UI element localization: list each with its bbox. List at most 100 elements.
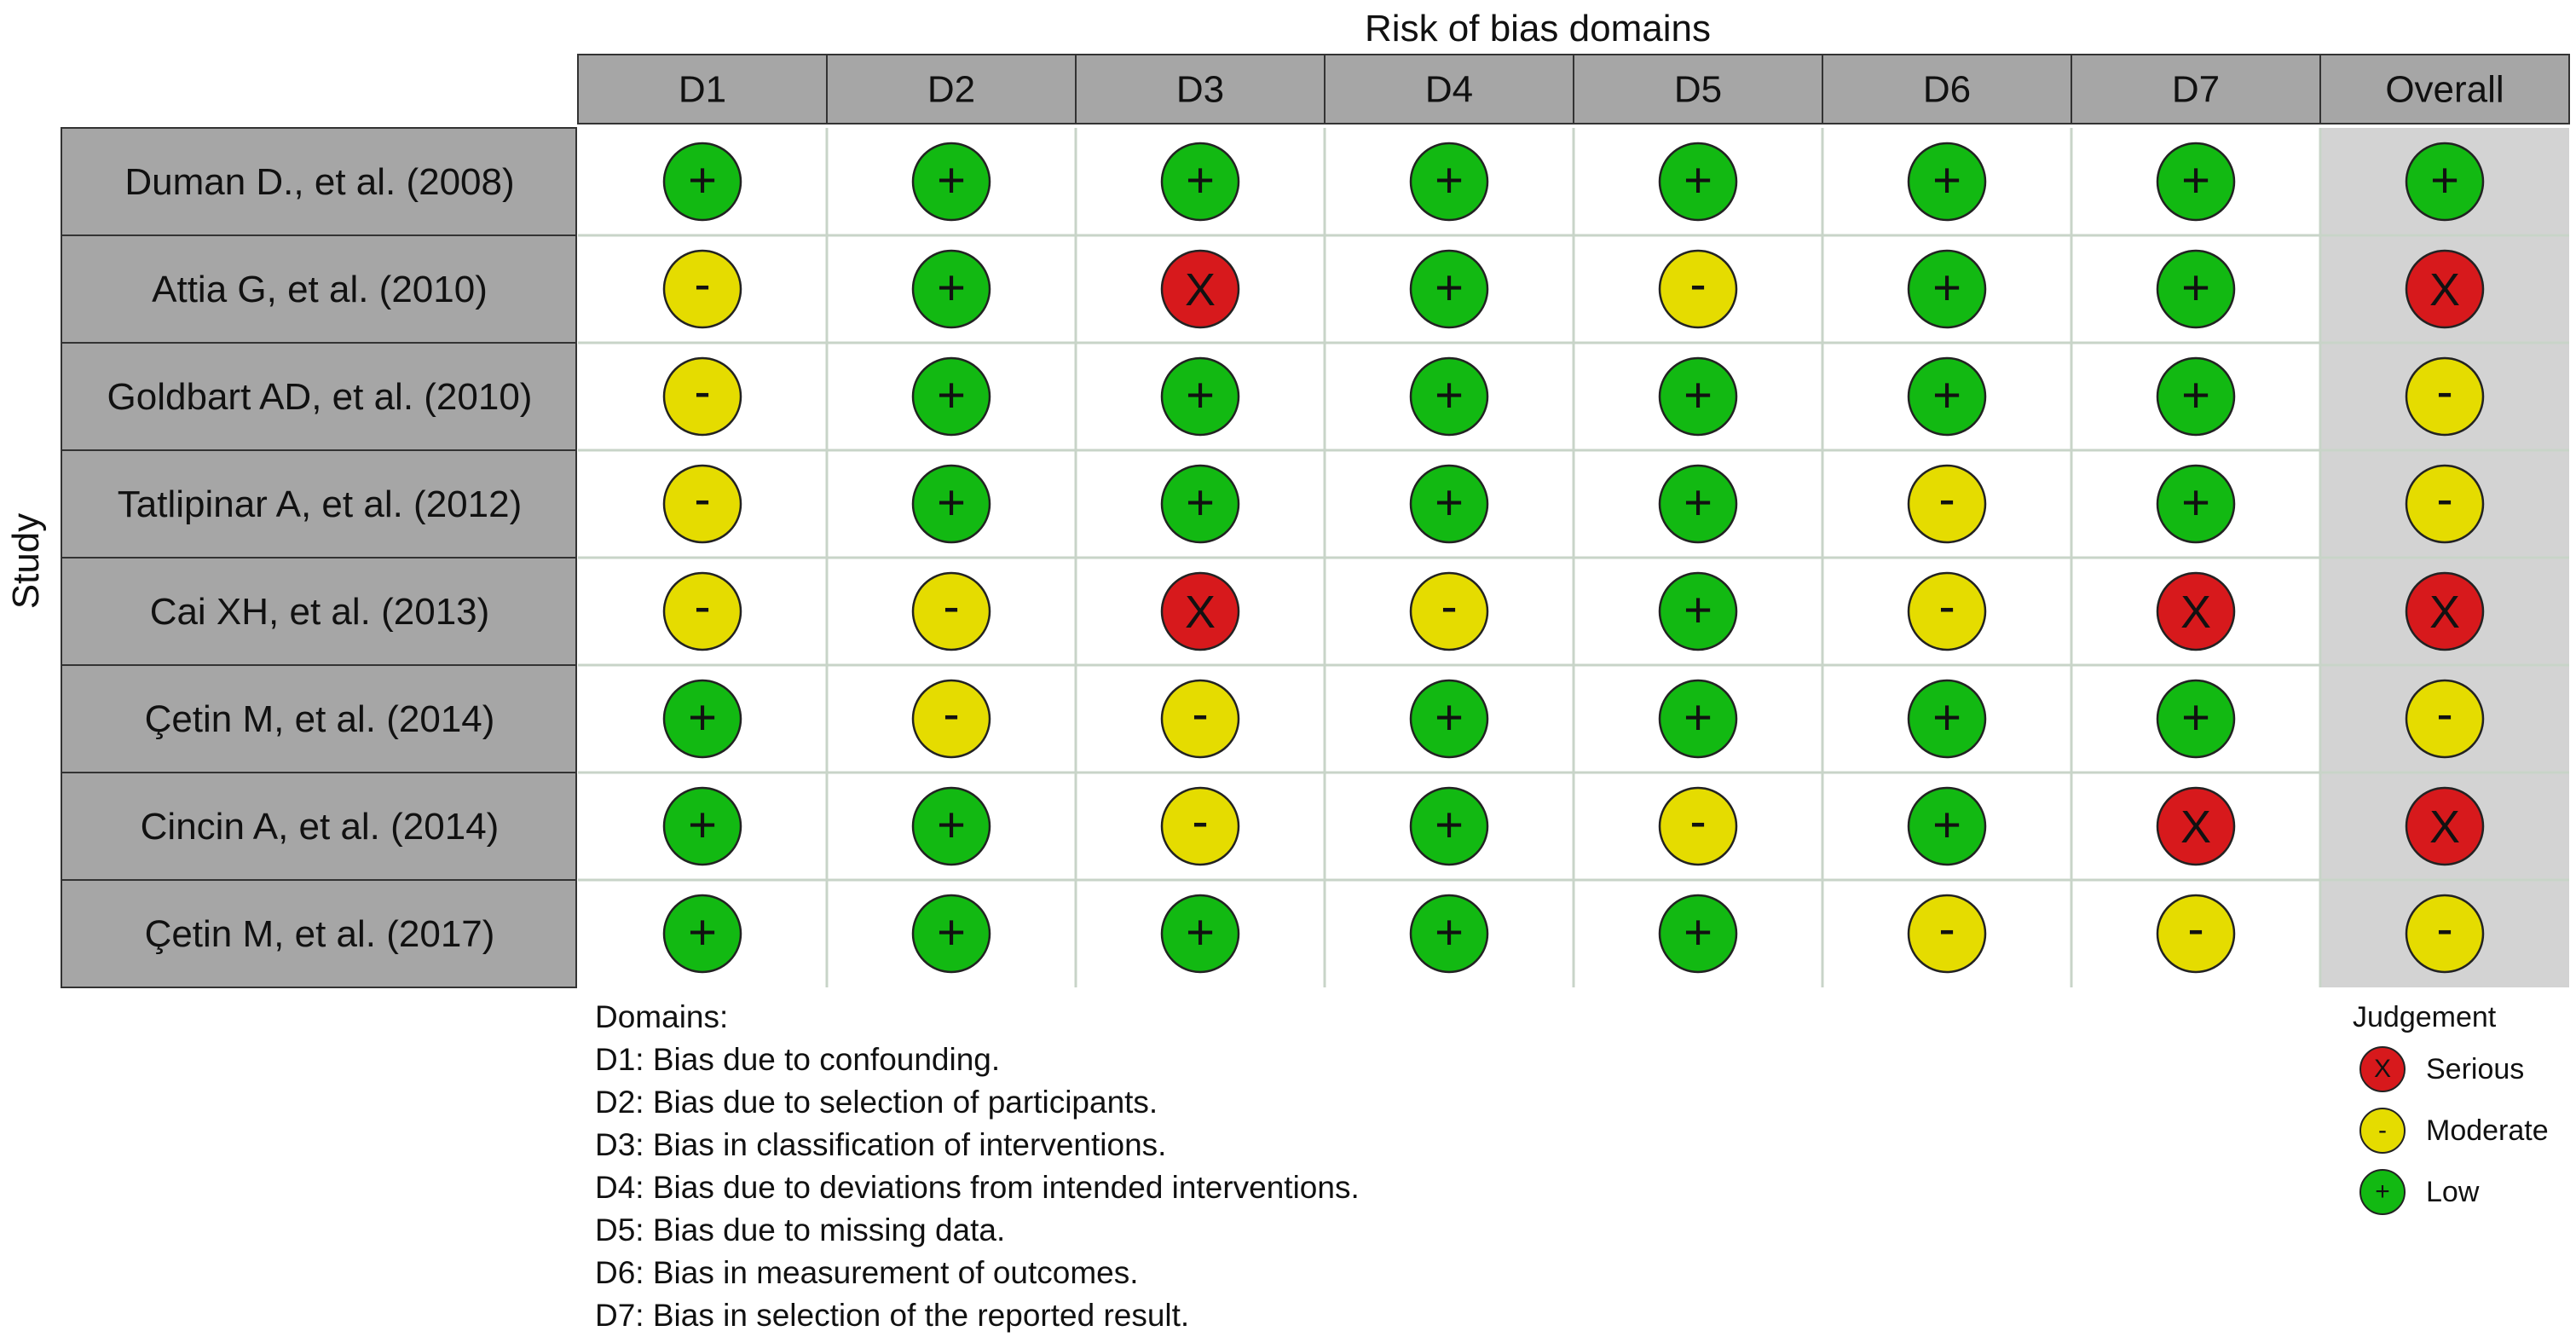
judgement-symbol: - <box>694 472 710 527</box>
judgement-symbol: + <box>937 153 966 208</box>
study-label: Cincin A, et al. (2014) <box>141 806 500 848</box>
judgement-symbol: + <box>1684 905 1713 960</box>
study-label-cell <box>61 127 577 236</box>
judgement-symbol: - <box>1938 579 1955 634</box>
study-label-cell <box>61 772 577 881</box>
judgement-legend-label: Serious <box>2426 1052 2525 1085</box>
serious-x-icon: X <box>2359 1046 2406 1092</box>
judgement-symbol: + <box>1932 368 1961 423</box>
domain-header-label: D6 <box>1923 69 1971 111</box>
judgement-symbol: + <box>1186 368 1215 423</box>
row-axis-label: Study <box>5 513 47 610</box>
judgement-moderate-marker <box>662 571 742 651</box>
judgement-symbol: - <box>1938 901 1955 957</box>
judgement-low-marker <box>1907 249 1987 329</box>
judgement-low-marker <box>2156 142 2236 222</box>
judgement-moderate-marker <box>1658 249 1738 329</box>
domain-legend-item: D4: Bias due to deviations from intended… <box>595 1170 1360 1205</box>
study-label-cell <box>61 664 577 773</box>
judgement-symbol: + <box>1435 368 1464 423</box>
judgement-symbol: - <box>943 579 959 634</box>
judgement-symbol: + <box>1435 690 1464 745</box>
judgement-moderate-marker <box>1160 786 1240 866</box>
judgement-low-marker <box>1160 142 1240 222</box>
domain-header-label: Overall <box>2385 69 2504 111</box>
judgement-low-marker <box>1907 679 1987 759</box>
judgement-symbol: + <box>1435 475 1464 530</box>
judgement-low-marker <box>1409 142 1489 222</box>
judgement-legend-label: Low <box>2426 1175 2480 1208</box>
judgement-moderate-marker <box>2156 894 2236 974</box>
study-label: Çetin M, et al. (2017) <box>145 913 495 955</box>
judgement-symbol: + <box>937 368 966 423</box>
domain-legend-item: D5: Bias due to missing data. <box>595 1213 1006 1247</box>
judgement-symbol: - <box>1689 257 1706 312</box>
judgement-moderate-marker <box>1658 786 1738 866</box>
judgement-low-marker <box>1160 356 1240 437</box>
study-label: Çetin M, et al. (2014) <box>145 698 495 740</box>
domain-legend-item: D3: Bias in classification of interventi… <box>595 1127 1167 1162</box>
judgement-low-marker <box>1409 356 1489 437</box>
judgement-low-marker <box>662 786 742 866</box>
domain-header-label: D2 <box>927 69 975 111</box>
judgement-symbol: + <box>688 690 717 745</box>
judgement-symbol: + <box>1435 153 1464 208</box>
judgement-low-marker <box>1658 679 1738 759</box>
judgement-symbol: X <box>2429 264 2460 315</box>
judgement-moderate-marker <box>662 464 742 544</box>
judgement-serious-marker <box>1160 249 1240 329</box>
domain-header-cell <box>1324 54 1574 124</box>
judgement-serious-marker <box>2405 571 2485 651</box>
judgement-low-marker <box>1658 894 1738 974</box>
judgement-low-marker <box>911 464 991 544</box>
domain-header-label: D3 <box>1176 69 1224 111</box>
judgement-symbol: - <box>1192 686 1208 742</box>
judgement-low-marker <box>662 894 742 974</box>
domain-header-label: D7 <box>2172 69 2220 111</box>
judgement-symbol: + <box>1186 905 1215 960</box>
study-label: Cai XH, et al. (2013) <box>150 591 490 633</box>
study-label-cell <box>61 449 577 559</box>
domain-legend-item: D2: Bias due to selection of participant… <box>595 1085 1158 1120</box>
judgement-serious-marker <box>2405 786 2485 866</box>
judgement-low-marker <box>2156 679 2236 759</box>
judgement-symbol: + <box>1684 475 1713 530</box>
domain-legend-item: D6: Bias in measurement of outcomes. <box>595 1255 1139 1290</box>
study-label: Tatlipinar A, et al. (2012) <box>118 483 522 525</box>
domain-header-cell <box>2319 54 2570 124</box>
judgement-symbol: - <box>694 364 710 420</box>
grid: D1 D2 D3 D4 D5 D6 D7 Overall Duman D., et al. (2… <box>61 54 2570 988</box>
judgement-symbol: + <box>2181 690 2210 745</box>
judgement-moderate-marker <box>1907 894 1987 974</box>
judgement-low-marker <box>1409 249 1489 329</box>
judgement-symbol: + <box>2181 475 2210 530</box>
judgement-symbol: + <box>1932 260 1961 315</box>
judgement-moderate-marker <box>1409 571 1489 651</box>
judgement-symbol: + <box>1684 582 1713 638</box>
domain-legend-item: D7: Bias in selection of the reported re… <box>595 1298 1190 1333</box>
judgement-symbol: + <box>2181 260 2210 315</box>
judgement-moderate-marker <box>2405 894 2485 974</box>
judgement-symbol: - <box>2436 686 2452 742</box>
judgement-low-marker <box>1658 356 1738 437</box>
judgement-symbol: X <box>1185 264 1216 315</box>
judgement-symbol: - <box>2436 364 2452 420</box>
judgement-symbol: X <box>1185 587 1216 638</box>
judgement-moderate-marker <box>911 679 991 759</box>
judgement-serious-marker <box>1160 571 1240 651</box>
domain-header-cell <box>1822 54 2072 124</box>
judgement-low-marker <box>2156 464 2236 544</box>
judgement-low-marker <box>1160 894 1240 974</box>
study-label-cell <box>61 234 577 344</box>
judgement-serious-marker <box>2156 571 2236 651</box>
judgement-low-marker <box>1409 894 1489 974</box>
judgement-low-marker <box>1658 571 1738 651</box>
judgement-symbol: + <box>937 260 966 315</box>
judgement-symbol: X <box>2429 802 2460 853</box>
domain-header-cell <box>826 54 1077 124</box>
judgement-moderate-marker <box>1907 464 1987 544</box>
judgement-low-marker <box>1409 464 1489 544</box>
judgement-low-marker <box>911 356 991 437</box>
judgement-symbol: + <box>1435 905 1464 960</box>
